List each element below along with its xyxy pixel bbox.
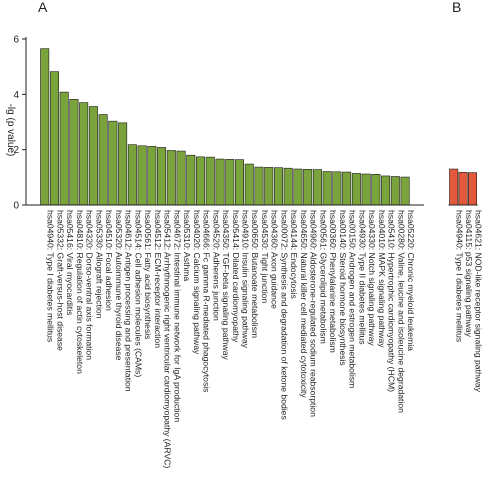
bar: [147, 146, 157, 206]
y-tick-label: 4: [13, 90, 19, 101]
bar: [390, 176, 400, 206]
bar: [137, 145, 147, 206]
bar: [400, 176, 410, 206]
bar: [108, 120, 118, 206]
category-label: hsa04666: Fc gamma R-mediated phagocytos…: [202, 210, 212, 392]
category-label: hsa04910: Insulin signaling pathway: [241, 210, 251, 349]
category-label: hsa04330: Notch signaling pathway: [367, 210, 377, 346]
category-label: hsa04940: Type I diabetes mellitus: [455, 210, 465, 342]
bar: [342, 171, 352, 206]
category-label: hsa04530: Tight junction: [260, 210, 270, 303]
category-label: hsa05332: Graft-versus-host disease: [55, 210, 65, 351]
bar: [157, 147, 167, 206]
category-label: hsa04115: p53 signaling pathway: [464, 210, 474, 338]
category-label: hsa04612: Antigen processing and present…: [124, 210, 134, 392]
category-label: hsa00650: Butanoate metabolism: [250, 210, 260, 338]
category-label: hsa04520: Adherens junction: [211, 210, 221, 321]
category-label: hsa04930: Type II diabetes mellitus: [357, 210, 367, 345]
bar: [98, 114, 108, 206]
bar: [118, 122, 128, 206]
category-label: hsa05414: Dilated cardiomyopathy: [231, 210, 241, 343]
category-label: hsa05416: Viral myocarditis: [65, 210, 75, 315]
bar: [196, 156, 206, 206]
category-label: hsa05410: Hypertrophic cardiomyopathy (H…: [387, 210, 397, 392]
bar: [293, 168, 303, 206]
category-label: hsa00150: Androgen and estrogen metaboli…: [348, 210, 358, 388]
category-label: hsa00561: Fatty acid biosynthesis: [143, 210, 153, 339]
category-label: hsa04320: Dorso-ventral axis formation: [85, 210, 95, 360]
category-label: hsa04960: Aldosterone-regulated sodium r…: [309, 210, 319, 417]
bar: [264, 167, 274, 206]
bar: [322, 171, 332, 206]
bar: [49, 71, 59, 206]
bar: [283, 167, 293, 206]
category-label: hsa04144: Endocytosis: [289, 210, 299, 299]
bar: [166, 150, 176, 206]
category-label: hsa04512: ECM-receptor interaction: [153, 210, 163, 348]
bar: [40, 48, 50, 206]
category-label: hsa04940: Type I diabetes mellitus: [46, 210, 56, 342]
bar: [254, 166, 264, 206]
category-label: hsa04650: Natural killer cell mediated c…: [299, 210, 309, 398]
category-label: hsa04621: NOD-like receptor signaling pa…: [474, 210, 484, 393]
bar: [312, 169, 322, 206]
bar: [205, 156, 215, 206]
bar: [332, 171, 342, 206]
bar: [88, 106, 98, 206]
category-label: hsa04810: Regulation of actin cytoskelet…: [75, 210, 85, 374]
bar: [235, 159, 245, 206]
bar: [127, 144, 137, 206]
bar: [186, 154, 196, 206]
bar: [458, 172, 468, 206]
category-label: hsa05320: Autoimmune thyroid disease: [114, 210, 124, 361]
category-label: hsa04360: Axon guidance: [270, 210, 280, 309]
category-label: hsa00280: Valine, leucine and isoleucine…: [396, 210, 406, 413]
y-axis-label: -lg (p value): [5, 104, 16, 157]
bar: [351, 173, 361, 206]
category-label: hsa04510: Focal adhesion: [104, 210, 114, 311]
bar: [69, 99, 79, 206]
y-tick-label: 6: [13, 35, 19, 46]
category-label: hsa00561: Glycerolipid metabolism: [318, 210, 328, 344]
bar: [59, 91, 69, 206]
bar: [381, 175, 391, 206]
category-label: hsa05310: Asthma: [182, 210, 192, 281]
bar: [215, 158, 225, 206]
y-axis: 0 2 4 6: [13, 35, 27, 212]
bar: [449, 168, 459, 206]
category-label: hsa05220: Chronic myeloid leukemia: [406, 210, 416, 351]
bar: [467, 172, 477, 206]
category-label: hsa04350: TGF-beta signaling pathway: [221, 210, 231, 361]
bar: [176, 150, 186, 206]
bar: [303, 169, 313, 206]
bar: [79, 102, 89, 206]
category-label: hsa05412: Arrhythmogenic right ventricul…: [163, 210, 173, 468]
category-label: hsa04010: MAPK signaling pathway: [377, 210, 387, 348]
category-label: hsa00072: Synthesis and degradation of k…: [279, 210, 289, 420]
category-label: hsa05330: Allograft rejection: [94, 210, 104, 319]
category-label: hsa04514: Cell adhesion molecules (CAMs): [133, 210, 143, 377]
bar: [371, 173, 381, 206]
y-tick-label: 2: [13, 145, 19, 156]
bar: [225, 159, 235, 206]
category-label: hsa04020: Calcium signaling pathway: [192, 210, 202, 355]
bar: [361, 173, 371, 206]
category-label: hsa00140: Steroid hormone biosynthesis: [338, 210, 348, 366]
panel-letter: B: [452, 0, 461, 15]
category-label: hsa00360: Phenylalanine metabolism: [328, 210, 338, 353]
category-label: hsa04672: Intestinal immune network for …: [172, 210, 182, 422]
panel-letter: A: [38, 0, 48, 15]
bar: [244, 163, 254, 206]
bar: [273, 167, 283, 206]
y-tick-label: 0: [13, 201, 19, 212]
